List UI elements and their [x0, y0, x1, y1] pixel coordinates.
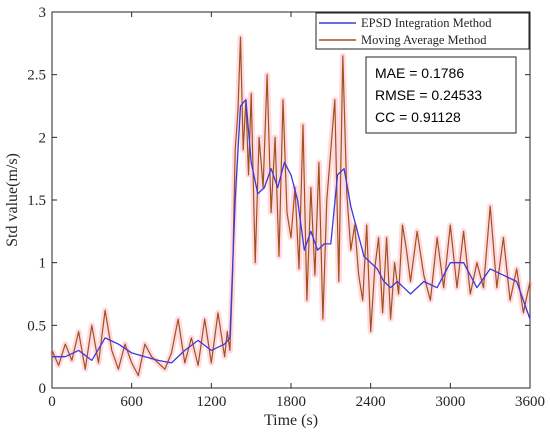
y-tick-label: 1 [39, 256, 47, 272]
series-line-moving-average [51, 36, 531, 377]
series-layer [51, 36, 531, 377]
mae-text: MAE = 0.1786 [375, 65, 464, 81]
x-tick-label: 600 [120, 394, 143, 410]
x-tick-label: 2400 [356, 394, 386, 410]
legend-label-epsd: EPSD Integration Method [361, 16, 492, 30]
x-tick-label: 3000 [435, 394, 465, 410]
x-tick-label: 1800 [276, 394, 306, 410]
series-line-epsd [52, 99, 531, 364]
legend: EPSD Integration Method Moving Average M… [315, 12, 530, 50]
rmse-text: RMSE = 0.24533 [375, 87, 482, 103]
y-tick-label: 2 [39, 130, 47, 146]
x-tick-label: 0 [48, 394, 56, 410]
y-tick-label: 0 [39, 381, 47, 397]
cc-text: CC = 0.91128 [375, 109, 461, 125]
metrics-annotation: MAE = 0.1786 RMSE = 0.24533 CC = 0.91128 [365, 56, 517, 134]
x-tick-label: 3600 [515, 394, 545, 410]
y-axis-label: Std value(m/s) [4, 153, 21, 247]
y-tick-label: 0.5 [27, 318, 46, 334]
y-tick-label: 1.5 [27, 193, 46, 209]
legend-box [315, 12, 530, 50]
x-tick-label: 1200 [196, 394, 226, 410]
legend-label-moving-average: Moving Average Method [361, 33, 487, 47]
y-tick-label: 3 [39, 5, 47, 21]
ticks-layer: 0 600 1200 1800 2400 3000 3600 0 0.5 1 1.5 2 2.5 3 [27, 5, 545, 410]
metrics-box [365, 56, 517, 134]
x-axis-label: Time (s) [264, 412, 318, 429]
y-tick-label: 2.5 [27, 68, 46, 84]
